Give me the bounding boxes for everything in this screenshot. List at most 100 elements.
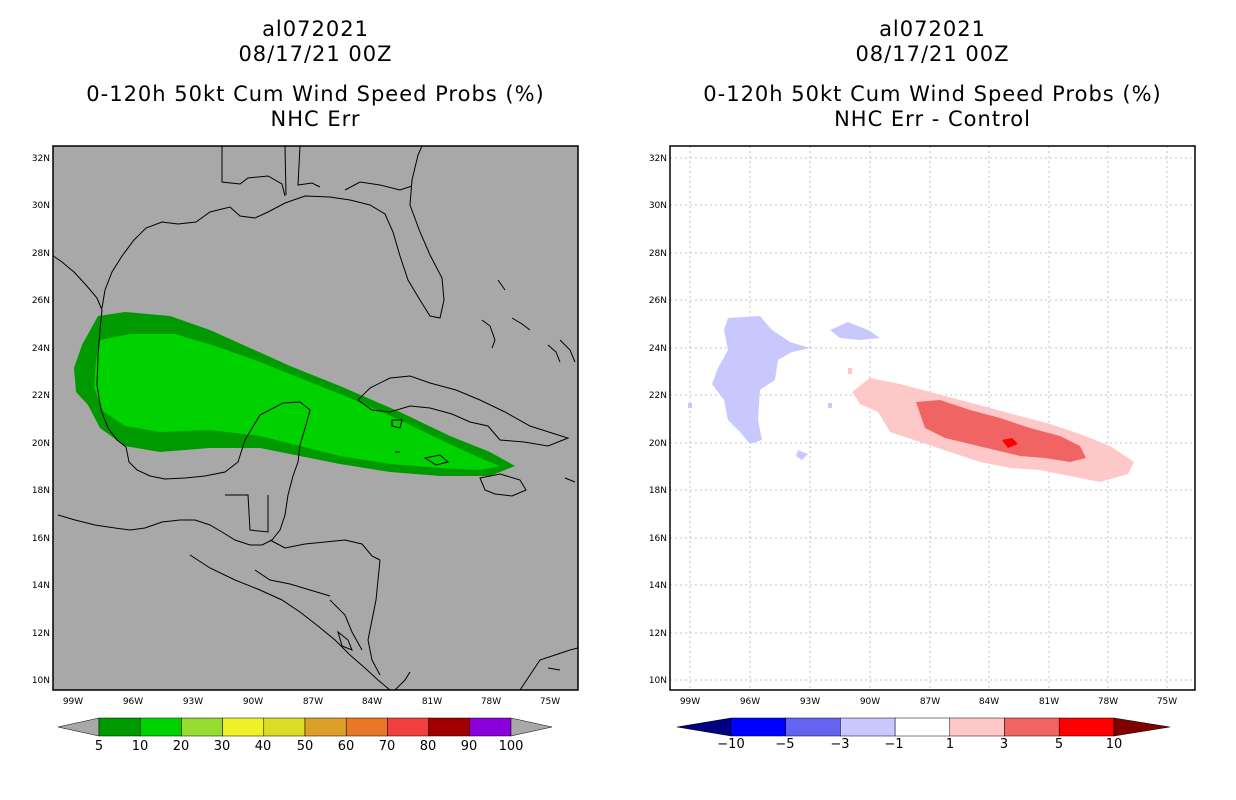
colorbar-swatch <box>181 717 223 737</box>
diff-contour-neg1 <box>796 450 808 460</box>
colorbar-swatch <box>428 717 471 737</box>
lat-label: 20N <box>32 439 50 449</box>
diff-contour-neg1 <box>712 316 810 444</box>
left-lat-ticks: 32N 30N 28N 26N 24N 22N 20N 18N 16N 14N … <box>32 154 50 686</box>
lon-label: 84W <box>362 697 382 707</box>
colorbar-label: 5 <box>1055 737 1063 752</box>
lon-label: 96W <box>123 697 143 707</box>
lat-label: 20N <box>649 439 667 449</box>
lat-label: 10N <box>32 676 50 686</box>
lon-label: 90W <box>243 697 263 707</box>
lat-label: 26N <box>32 296 50 306</box>
colorbar-swatch <box>345 717 388 737</box>
left-subtitle: NHC Err <box>270 107 361 131</box>
right-map-frame <box>669 145 1196 691</box>
colorbar-label: 60 <box>338 739 355 754</box>
diff-contour-pos3 <box>916 400 1086 462</box>
diff-contour-neg1 <box>688 403 692 408</box>
left-datetime: 08/17/21 00Z <box>238 42 393 66</box>
colorbar-swatch <box>730 717 786 737</box>
colorbar-label: 3 <box>1000 737 1008 752</box>
left-map: 32N 30N 28N 26N 24N 22N 20N 18N 16N 14N … <box>32 145 579 707</box>
lat-label: 10N <box>649 676 667 686</box>
lon-label: 87W <box>920 697 940 707</box>
colorbar-label: −3 <box>830 737 849 752</box>
lat-label: 18N <box>32 486 50 496</box>
lon-label: 75W <box>1157 697 1177 707</box>
colorbar-label: 1 <box>946 737 954 752</box>
colorbar-swatch <box>304 717 347 737</box>
colorbar-swatch <box>840 717 896 737</box>
lon-label: 81W <box>422 697 442 707</box>
left-storm-id: al072021 <box>262 17 369 41</box>
colorbar-swatch <box>139 717 182 737</box>
lat-label: 28N <box>32 249 50 259</box>
lat-label: 28N <box>649 249 667 259</box>
lat-label: 16N <box>649 534 667 544</box>
colorbar-high-arrow <box>510 717 553 737</box>
colorbar-swatch <box>387 717 429 737</box>
lat-label: 16N <box>32 534 50 544</box>
lat-label: 32N <box>649 154 667 164</box>
right-datetime: 08/17/21 00Z <box>855 42 1010 66</box>
colorbar-swatch <box>222 717 265 737</box>
lon-label: 78W <box>481 697 501 707</box>
left-colorbar-labels: 5 10 20 30 40 50 60 70 80 90 100 <box>95 739 524 754</box>
lat-label: 32N <box>32 154 50 164</box>
colorbar-low-arrow <box>57 717 100 737</box>
lat-label: 18N <box>649 486 667 496</box>
colorbar-swatch <box>263 717 306 737</box>
lon-label: 75W <box>540 697 560 707</box>
lon-label: 90W <box>860 697 880 707</box>
lat-label: 24N <box>649 344 667 354</box>
diff-contour-neg1 <box>828 403 832 408</box>
lon-label: 99W <box>63 697 83 707</box>
lat-label: 30N <box>32 201 50 211</box>
colorbar-label: 30 <box>214 739 231 754</box>
left-product: 0-120h 50kt Cum Wind Speed Probs (%) <box>86 82 545 106</box>
colorbar-label: 100 <box>499 739 524 754</box>
colorbar-label: 50 <box>297 739 314 754</box>
colorbar-high-arrow <box>1113 717 1171 737</box>
colorbar-swatch <box>1058 717 1115 737</box>
right-title: al072021 08/17/21 00Z 0-120h 50kt Cum Wi… <box>670 17 1195 132</box>
right-product: 0-120h 50kt Cum Wind Speed Probs (%) <box>703 82 1162 106</box>
colorbar-label: 40 <box>255 739 272 754</box>
lat-label: 12N <box>649 629 667 639</box>
lat-label: 26N <box>649 296 667 306</box>
colorbar-label: 90 <box>461 739 478 754</box>
lon-label: 84W <box>979 697 999 707</box>
left-title: al072021 08/17/21 00Z 0-120h 50kt Cum Wi… <box>53 17 578 132</box>
diff-contour-neg1 <box>830 322 880 340</box>
colorbar-label: 10 <box>132 739 149 754</box>
left-map-frame <box>52 145 579 691</box>
lat-label: 22N <box>32 391 50 401</box>
colorbar-swatch <box>894 717 951 737</box>
lon-label: 96W <box>740 697 760 707</box>
lon-label: 87W <box>303 697 323 707</box>
colorbar-label: −10 <box>717 737 744 752</box>
left-colorbar: 5 10 20 30 40 50 60 70 80 90 100 <box>57 717 553 754</box>
lon-label: 99W <box>680 697 700 707</box>
lat-label: 14N <box>32 581 50 591</box>
lon-label: 93W <box>183 697 203 707</box>
lat-label: 30N <box>649 201 667 211</box>
colorbar-swatch <box>949 717 1005 737</box>
lat-label: 12N <box>32 629 50 639</box>
colorbar-label: 10 <box>1106 737 1123 752</box>
colorbar-swatch <box>1004 717 1060 737</box>
right-lon-ticks: 99W 96W 93W 90W 87W 84W 81W 78W 75W <box>680 697 1177 707</box>
diff-contour-pos5 <box>1002 438 1018 448</box>
colorbar-swatch <box>785 717 841 737</box>
lon-label: 93W <box>800 697 820 707</box>
right-map: 32N 30N 28N 26N 24N 22N 20N 18N 16N 14N … <box>649 145 1196 707</box>
colorbar-label: 80 <box>420 739 437 754</box>
colorbar-label: −1 <box>884 737 903 752</box>
colorbar-low-arrow <box>676 717 732 737</box>
left-lon-ticks: 99W 96W 93W 90W 87W 84W 81W 78W 75W <box>63 697 560 707</box>
right-lat-ticks: 32N 30N 28N 26N 24N 22N 20N 18N 16N 14N … <box>649 154 667 686</box>
lat-label: 24N <box>32 344 50 354</box>
colorbar-label: 5 <box>95 739 103 754</box>
colorbar-swatch <box>98 717 141 737</box>
